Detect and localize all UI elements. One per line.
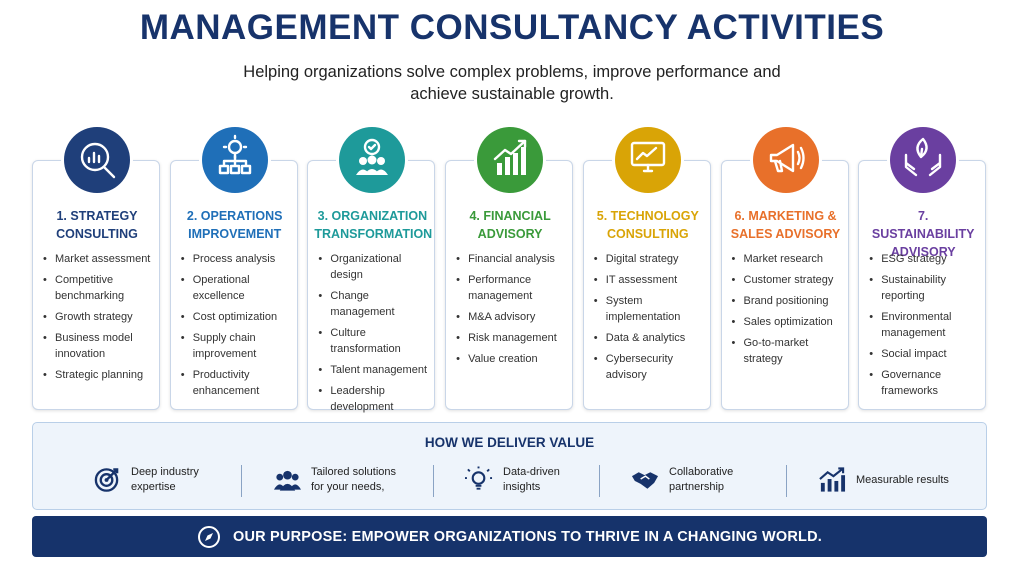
activity-item: IT assessment	[594, 272, 706, 288]
activity-list: Market research Customer strategy Brand po…	[732, 251, 844, 372]
value-item: Measurable results	[818, 463, 951, 497]
activity-item: Productivity enhancement	[181, 367, 293, 399]
value-icon	[273, 470, 301, 491]
separator	[241, 465, 242, 497]
separator	[786, 465, 787, 497]
activity-item: ESG strategy	[869, 251, 981, 267]
activity-card: 1. STRATEGY CONSULTING Market assessment C…	[32, 124, 160, 410]
activity-item: Risk management	[456, 330, 568, 346]
activity-item: Performance management	[456, 272, 568, 304]
activity-item: Strategic planning	[43, 367, 155, 383]
value-icon	[631, 472, 659, 489]
activity-item: Culture transformation	[318, 325, 430, 357]
value-text: Data-driven insights	[503, 466, 560, 493]
value-item: Collaborative partnership	[631, 463, 764, 497]
compass-icon	[198, 525, 220, 548]
activity-item: Change management	[318, 288, 430, 320]
value-icon	[94, 468, 119, 492]
activity-title: 6. MARKETING & SALES ADVISORY	[730, 209, 841, 241]
activity-icon	[198, 124, 271, 196]
activity-list: Process analysis Operational excellence Co…	[181, 251, 293, 404]
activity-title: 2. OPERATIONS IMPROVEMENT	[186, 209, 283, 241]
activity-item: Process analysis	[181, 251, 293, 267]
activity-item: Value creation	[456, 351, 568, 367]
activity-item: Governance frameworks	[869, 367, 981, 399]
page-title: MANAGEMENT CONSULTANCY ACTIVITIES	[139, 8, 885, 47]
value-text: Deep industry expertise	[131, 466, 199, 493]
activity-item: M&A advisory	[456, 309, 568, 325]
separator	[433, 465, 434, 497]
activity-item: Sustainability reporting	[869, 272, 981, 304]
activity-card: 2. OPERATIONS IMPROVEMENT Process analysi…	[169, 124, 298, 410]
activity-title: 5. TECHNOLOGY CONSULTING	[596, 209, 699, 241]
activity-title: 3. ORGANIZATION TRANSFORMATION	[314, 209, 433, 241]
activity-title: 1. STRATEGY CONSULTING	[56, 209, 138, 241]
separator	[599, 465, 600, 497]
activity-item: Sales optimization	[732, 314, 844, 330]
value-item: Data-driven insights	[465, 463, 598, 497]
activity-icon	[336, 124, 409, 196]
activity-item: Talent management	[318, 362, 430, 378]
purpose-text: OUR PURPOSE: EMPOWER ORGANIZATIONS TO TH…	[233, 528, 822, 545]
activity-item: Go-to-market strategy	[732, 335, 844, 367]
value-text: Collaborative partnership	[669, 466, 734, 493]
activity-list: Market assessment Competitive benchmarkin…	[43, 251, 155, 388]
activity-card: 6. MARKETING & SALES ADVISORY Market rese…	[720, 124, 849, 410]
activity-item: Cost optimization	[181, 309, 293, 325]
value-panel: HOW WE DELIVER VALUE Deep industry exper…	[32, 422, 987, 510]
value-title: HOW WE DELIVER VALUE	[424, 435, 595, 450]
value-item: Deep industry expertise	[93, 463, 226, 497]
value-text: Tailored solutions for your needs,	[311, 466, 396, 493]
activity-list: Digital strategy IT assessment System impl…	[594, 251, 706, 388]
activity-item: Organizational design	[318, 251, 430, 283]
activity-card: 7. SUSTAINABILITY ADVISORYESG strategySu…	[858, 124, 987, 410]
activity-icon	[61, 124, 133, 196]
subtitle: Helping organizations solve complex prob…	[243, 63, 781, 103]
activity-card: 4. FINANCIAL ADVISORY Financial analysis P…	[445, 124, 574, 410]
activity-item: Operational excellence	[181, 272, 293, 304]
activity-item: Financial analysis	[456, 251, 568, 267]
activity-card: 3. ORGANIZATION TRANSFORMATION Organizati…	[307, 124, 436, 413]
activity-item: Environmental management	[869, 309, 981, 341]
activity-icon	[749, 124, 822, 196]
activity-item: Supply chain improvement	[181, 330, 293, 362]
activity-item: Customer strategy	[732, 272, 844, 288]
activity-item: Market research	[732, 251, 844, 267]
activity-item: Social impact	[869, 346, 981, 362]
activity-title: 4. FINANCIAL ADVISORY	[469, 209, 551, 241]
activity-list: ESG strategy Sustainability reporting Envi…	[869, 251, 981, 404]
value-icon	[465, 466, 493, 490]
activity-item: Competitive benchmarking	[43, 272, 155, 304]
value-icon	[819, 467, 846, 492]
activity-list: Financial analysis Performance management…	[456, 251, 568, 372]
activity-item: Cybersecurity advisory	[594, 351, 706, 383]
activity-card: 5. TECHNOLOGY CONSULTING Digital strategy…	[582, 124, 711, 410]
activity-item: Data & analytics	[594, 330, 706, 346]
activity-item: System implementation	[594, 293, 706, 325]
activity-item: Leadership development	[318, 383, 430, 415]
activity-icon	[474, 124, 547, 196]
purpose-bar: OUR PURPOSE: EMPOWER ORGANIZATIONS TO TH…	[32, 516, 987, 557]
activity-item: Digital strategy	[594, 251, 706, 267]
activity-icon	[611, 124, 684, 196]
activity-item: Market assessment	[43, 251, 155, 267]
activity-list: Organizational design Change management Cu…	[318, 251, 430, 420]
value-item: Tailored solutions for your needs,	[273, 463, 406, 497]
value-text: Measurable results	[856, 473, 949, 486]
activity-item: Brand positioning	[732, 293, 844, 309]
activity-item: Growth strategy	[43, 309, 155, 325]
activity-item: Business model innovation	[43, 330, 155, 362]
activity-icon	[887, 124, 960, 196]
